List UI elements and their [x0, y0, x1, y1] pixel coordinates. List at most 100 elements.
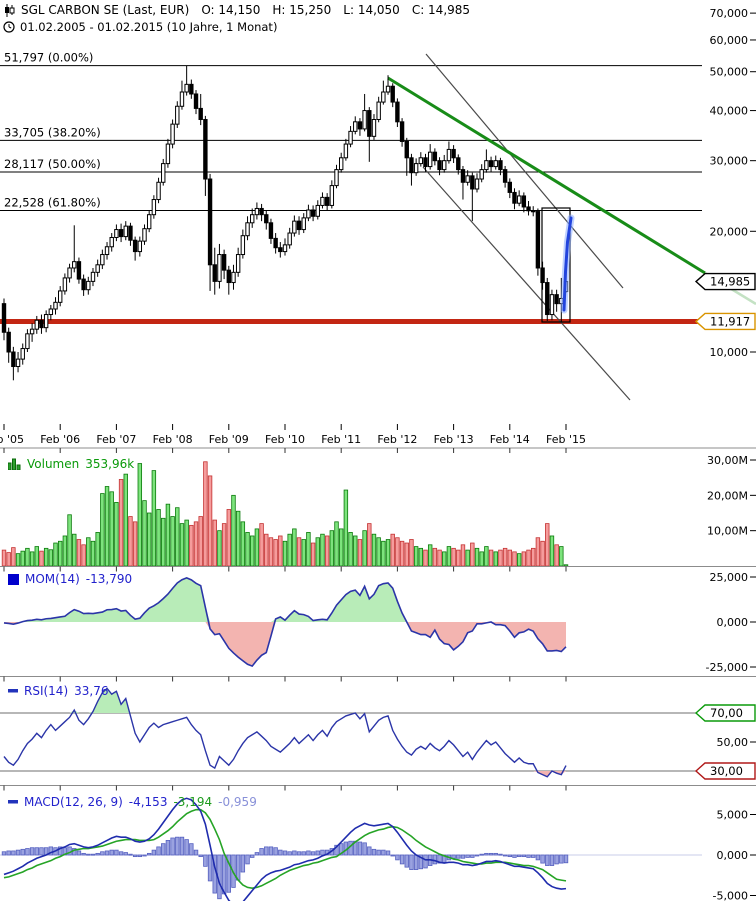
rectangle-annotation[interactable] — [541, 207, 571, 323]
volume-bar — [207, 475, 213, 566]
candle — [76, 257, 82, 284]
volume-bar — [76, 539, 82, 566]
candle — [81, 274, 86, 296]
macd-histogram-bar — [198, 854, 203, 858]
volume-bar — [189, 524, 194, 566]
volume-bar — [53, 542, 58, 566]
candle — [418, 152, 424, 167]
mom-value: -13,790 — [85, 572, 133, 586]
macd-histogram-bar — [254, 852, 260, 856]
volume-bar — [367, 523, 372, 566]
candle — [165, 138, 171, 168]
macd-histogram-bar — [193, 849, 199, 856]
candle — [409, 153, 414, 186]
mom-label: MOM(14) — [25, 572, 80, 586]
symbol-title: SGL CARBON SE (Last, EUR) — [21, 3, 190, 17]
volume-bar — [357, 539, 363, 566]
volume-bar — [371, 533, 377, 566]
svg-text:30,00: 30,00 — [710, 764, 743, 778]
macd-histogram-bar — [15, 849, 21, 856]
volume-bar — [104, 486, 110, 566]
volume-bar — [465, 549, 470, 566]
volume-bar — [404, 542, 409, 566]
candle — [175, 101, 180, 128]
volume-bar — [57, 540, 63, 566]
volume-bar — [385, 539, 391, 566]
macd-histogram-bar — [418, 854, 424, 870]
candle — [156, 177, 161, 204]
candle — [264, 210, 269, 230]
mom-legend: MOM(14) -13,790 — [8, 572, 132, 586]
macd-histogram-bar — [57, 846, 63, 856]
close-value: C: 14,985 — [411, 3, 471, 17]
svg-text:10,000: 10,000 — [710, 346, 749, 359]
svg-text:Feb '14: Feb '14 — [490, 433, 530, 446]
volume-bar — [423, 549, 428, 566]
mom-square-icon — [8, 573, 19, 585]
candle — [507, 178, 512, 199]
green-trendline[interactable] — [387, 76, 756, 306]
rsi-panel[interactable] — [0, 687, 697, 778]
fibonacci-levels[interactable]: 51,797 (0.00%) 33,705 (38.20%) 28,117 (50.… — [0, 51, 702, 212]
volume-bar — [146, 512, 152, 566]
candle — [11, 346, 16, 381]
candle — [72, 225, 77, 273]
volume-bar — [193, 521, 199, 566]
candle — [179, 80, 185, 110]
volume-bar — [48, 549, 54, 566]
volume-bar — [451, 547, 456, 566]
candle — [240, 229, 246, 259]
candle — [53, 297, 58, 315]
candle — [198, 93, 203, 126]
volume-bar — [231, 494, 236, 566]
macd-histogram-bar — [287, 851, 292, 856]
macd-histogram-bar — [540, 854, 545, 864]
candle — [423, 153, 428, 172]
volume-bar — [250, 535, 255, 566]
candle — [250, 208, 255, 228]
candle — [146, 210, 152, 233]
volume-bar — [29, 551, 35, 566]
volume-bar — [521, 551, 527, 566]
macd-histogram-bar — [6, 850, 11, 856]
volume-bar — [259, 523, 264, 566]
svg-text:Feb '10: Feb '10 — [265, 433, 305, 446]
macd-histogram-bar — [165, 840, 171, 856]
trend-channel-lines[interactable] — [422, 53, 631, 401]
price-axis-right: 70,000 60,000 50,000 40,000 30,000 20,000 10,0… — [694, 7, 756, 359]
macd-histogram-bar — [142, 854, 147, 857]
macd-histogram-bar — [320, 849, 325, 856]
volume-bar — [25, 547, 30, 566]
candle — [381, 80, 386, 105]
volume-bar — [67, 514, 72, 566]
blue-projection-line[interactable] — [560, 214, 575, 314]
macd-histogram-bar — [221, 854, 227, 895]
volume-value: 353,96k — [85, 457, 135, 471]
volume-bar — [338, 528, 344, 566]
candle — [516, 190, 522, 207]
macd-histogram-bar — [535, 854, 541, 861]
volume-bar — [109, 491, 114, 566]
volume-bar — [212, 519, 217, 566]
volume-bar — [306, 532, 311, 566]
volume-bar — [526, 549, 531, 566]
macd-histogram-bar — [268, 846, 274, 856]
macd-panel[interactable] — [0, 797, 702, 902]
volume-bar — [324, 535, 330, 566]
macd-histogram-bar — [146, 852, 152, 856]
volume-bar — [502, 547, 508, 566]
candle — [67, 263, 72, 283]
candle — [128, 222, 133, 246]
svg-text:10,00M: 10,00M — [707, 525, 748, 538]
macd-histogram-bar — [207, 854, 213, 882]
svg-text:30,000: 30,000 — [710, 155, 749, 168]
volume-panel[interactable] — [1, 461, 569, 566]
svg-text:70,000: 70,000 — [710, 7, 749, 20]
mom-panel[interactable] — [3, 577, 567, 668]
candle — [329, 180, 335, 209]
candle — [315, 200, 320, 220]
rsi-label: RSI(14) — [24, 684, 69, 698]
volume-bar — [348, 532, 353, 566]
volume-bar — [484, 546, 489, 566]
